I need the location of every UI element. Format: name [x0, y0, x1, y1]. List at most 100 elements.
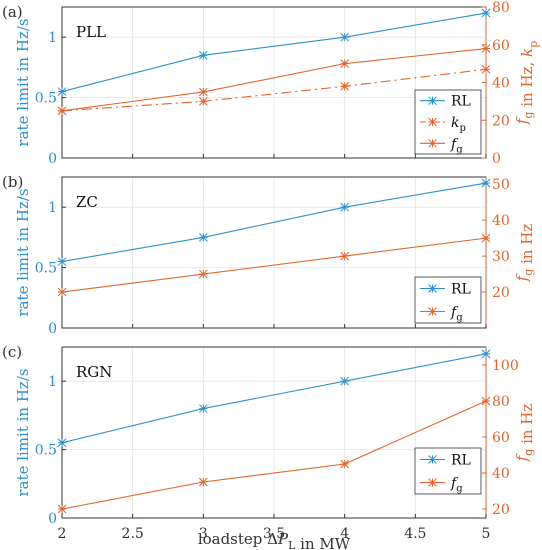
chart-panel-3: 0 0.5 1 20 40 60 80 100 2 2.5 3 3.5 4 4.5 5 rate limit … [2, 343, 536, 542]
right-tick-label: 60 [492, 38, 510, 54]
x-tick-label: 3.5 [263, 526, 285, 542]
left-tick-label: 1 [48, 200, 57, 216]
series-line-fg [61, 400, 487, 510]
series-fg [57, 233, 491, 297]
x-tick-label: 4.5 [404, 526, 426, 542]
panel-label: (c) [2, 343, 22, 361]
data-point-rl [57, 257, 67, 266]
data-point-kp [340, 81, 350, 91]
legend-box [414, 276, 482, 324]
data-point-rl [198, 404, 208, 413]
panel-title: RGN [76, 363, 112, 381]
data-point-kp [481, 64, 491, 74]
left-axis-label: rate limit in Hz/s [14, 368, 32, 496]
data-point-rl [481, 8, 491, 18]
left-tick-label: 0 [48, 321, 57, 337]
data-point-rl [340, 32, 350, 42]
data-point-rl [198, 233, 208, 242]
right-tick-label: 40 [492, 76, 510, 92]
legend-label-rl: RL [451, 282, 471, 298]
panel-label: (a) [2, 3, 23, 21]
legend: RL fg [414, 447, 482, 495]
data-point-fg [198, 477, 208, 487]
right-tick-label: 80 [492, 394, 510, 410]
x-tick-label: 5 [482, 526, 491, 542]
left-tick-label: 0 [48, 151, 57, 167]
data-point-fg [481, 396, 491, 406]
series-rl [57, 8, 491, 96]
right-tick-label: 30 [492, 249, 510, 265]
right-tick-label: 40 [492, 213, 510, 229]
series-rl [57, 178, 491, 266]
legend-label-rl: RL [451, 94, 471, 110]
data-point-kp [198, 97, 208, 106]
legend-marker-fg [428, 307, 437, 316]
series-line-rl [61, 182, 487, 263]
x-tick-label: 3 [199, 526, 208, 542]
data-point-rl [481, 349, 491, 359]
left-tick-label: 1 [48, 30, 57, 46]
left-axis-label: rate limit in Hz/s [14, 188, 32, 316]
legend-marker-rl [428, 455, 437, 464]
panel-title: ZC [76, 193, 98, 211]
x-tick-label: 2.5 [122, 526, 144, 542]
series-fg [57, 396, 491, 514]
series-fg [57, 44, 491, 116]
legend-label-fg: fg [450, 476, 463, 495]
left-tick-label: 0 [48, 511, 57, 527]
data-point-fg [340, 459, 350, 469]
left-axis-label: rate limit in Hz/s [14, 18, 32, 146]
data-point-fg [340, 251, 350, 261]
data-point-fg [198, 269, 208, 279]
series-line-rl [61, 353, 487, 444]
data-point-rl [198, 50, 208, 60]
panel-label: (b) [2, 173, 23, 191]
data-point-rl [481, 178, 491, 188]
left-tick-label: 0.5 [35, 261, 57, 277]
series-line-kp [61, 68, 487, 112]
data-point-fg [57, 106, 67, 116]
legend-marker-fg [428, 478, 437, 487]
series-rl [57, 349, 491, 448]
left-tick-label: 0.5 [35, 443, 57, 459]
right-tick-label: 50 [492, 177, 510, 193]
legend: RL fg [414, 276, 482, 324]
legend-label-rl: RL [451, 453, 471, 469]
legend-box [414, 447, 482, 495]
data-point-fg [198, 87, 208, 97]
left-tick-label: 0.5 [35, 91, 57, 107]
chart-panel-1: 0 0.5 1 0 20 40 60 80 rate limit in Hz/s fg in Hz… [2, 0, 540, 167]
right-tick-label: 20 [492, 285, 510, 301]
chart-panel-2: 0 0.5 1 20 30 40 50 rate limit in Hz/s fg in Hz (… [2, 173, 536, 337]
data-point-rl [340, 202, 350, 212]
series-line-fg [61, 237, 487, 293]
data-point-rl [57, 438, 67, 448]
right-tick-label: 100 [492, 358, 519, 374]
right-tick-label: 20 [492, 502, 510, 518]
right-axis-label: fg in Hz [513, 404, 536, 463]
right-axis-label: fg in Hz [513, 224, 536, 283]
x-axis-label: loadstep ΔPL in MW [198, 530, 351, 550]
legend-label-fg: fg [450, 305, 463, 324]
right-tick-label: 40 [492, 466, 510, 482]
data-point-fg [340, 59, 350, 68]
right-axis-label: fg in Hz, kp [513, 41, 540, 125]
data-point-fg [57, 287, 67, 297]
right-tick-label: 60 [492, 430, 510, 446]
data-point-rl [57, 87, 67, 96]
x-tick-label: 4 [340, 526, 349, 542]
right-tick-label: 80 [492, 0, 510, 16]
legend-marker-rl [428, 284, 437, 293]
data-point-fg [481, 233, 491, 243]
legend-marker-rl [428, 96, 437, 106]
left-tick-label: 1 [48, 374, 57, 390]
legend-marker-kp [428, 117, 437, 127]
series-line-rl [61, 12, 487, 93]
series-line-fg [61, 47, 487, 112]
data-point-fg [481, 44, 491, 53]
legend-marker-fg [428, 138, 437, 148]
data-point-rl [340, 376, 350, 386]
panel-title: PLL [76, 23, 106, 41]
legend-label-fg: fg [450, 136, 463, 155]
